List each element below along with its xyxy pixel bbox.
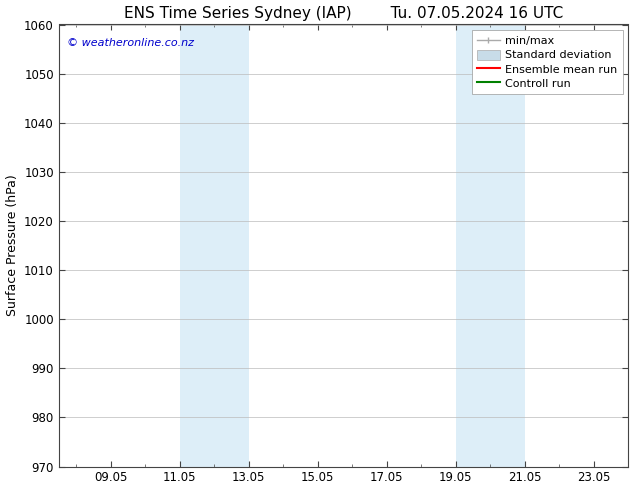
Bar: [179, 24, 249, 466]
Title: ENS Time Series Sydney (IAP)        Tu. 07.05.2024 16 UTC: ENS Time Series Sydney (IAP) Tu. 07.05.2…: [124, 5, 563, 21]
Bar: [456, 24, 525, 466]
Y-axis label: Surface Pressure (hPa): Surface Pressure (hPa): [6, 174, 18, 317]
Text: © weatheronline.co.nz: © weatheronline.co.nz: [67, 38, 194, 48]
Legend: min/max, Standard deviation, Ensemble mean run, Controll run: min/max, Standard deviation, Ensemble me…: [472, 30, 623, 94]
